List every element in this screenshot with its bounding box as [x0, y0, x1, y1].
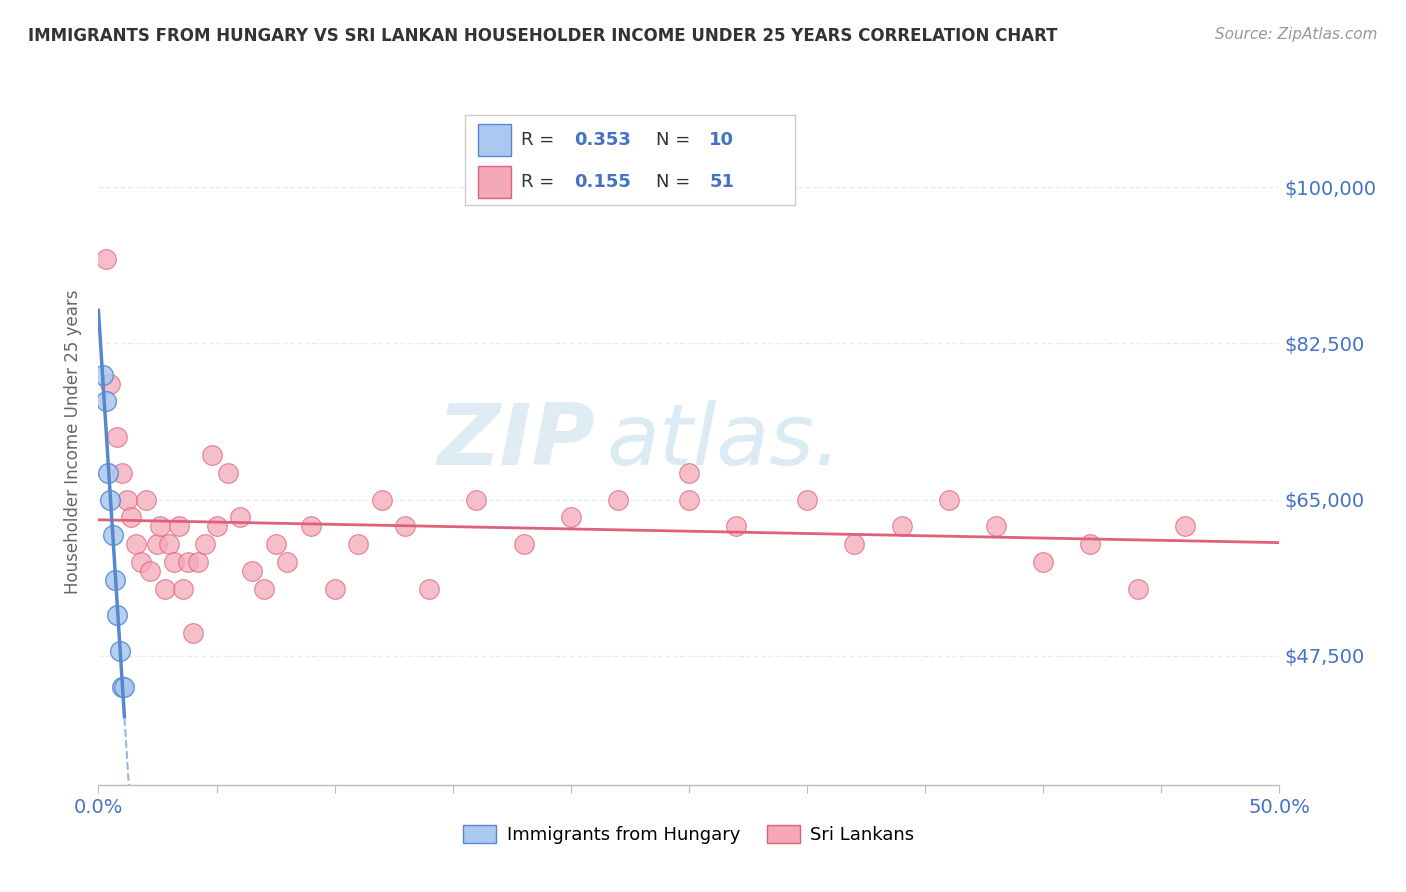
Point [153, 582, 176, 596]
Point [104, 573, 127, 587]
Text: atlas.: atlas. [606, 400, 842, 483]
Point [129, 555, 152, 569]
Point [135, 492, 157, 507]
Point [111, 680, 134, 694]
Point [149, 519, 172, 533]
Point [1080, 537, 1102, 551]
Point [187, 555, 209, 569]
Point [560, 510, 582, 524]
Point [678, 492, 700, 507]
Point [725, 519, 748, 533]
Point [98, 376, 121, 391]
Point [105, 430, 128, 444]
Point [796, 492, 818, 507]
Point [844, 537, 866, 551]
Text: Source: ZipAtlas.com: Source: ZipAtlas.com [1215, 27, 1378, 42]
Point [94, 252, 117, 266]
Text: IMMIGRANTS FROM HUNGARY VS SRI LANKAN HOUSEHOLDER INCOME UNDER 25 YEARS CORRELAT: IMMIGRANTS FROM HUNGARY VS SRI LANKAN HO… [28, 27, 1057, 45]
Point [112, 680, 135, 694]
Point [101, 528, 124, 542]
Point [177, 555, 200, 569]
Point [276, 555, 298, 569]
Point [163, 555, 186, 569]
Point [97, 466, 120, 480]
Point [512, 537, 534, 551]
Point [111, 466, 134, 480]
Point [394, 519, 416, 533]
Point [205, 519, 228, 533]
Point [938, 492, 960, 507]
Text: ZIP: ZIP [437, 400, 595, 483]
Point [984, 519, 1007, 533]
Point [890, 519, 912, 533]
Point [299, 519, 322, 533]
Y-axis label: Householder Income Under 25 years: Householder Income Under 25 years [65, 289, 83, 594]
Point [146, 537, 169, 551]
Point [181, 626, 204, 640]
Point [217, 466, 239, 480]
Point [347, 537, 370, 551]
Point [371, 492, 394, 507]
Point [125, 537, 148, 551]
Point [98, 492, 121, 507]
Point [105, 608, 128, 623]
Point [91, 368, 114, 382]
Point [465, 492, 488, 507]
Point [1032, 555, 1054, 569]
Point [418, 582, 440, 596]
Point [264, 537, 287, 551]
Point [1126, 582, 1149, 596]
Point [1174, 519, 1197, 533]
Point [323, 582, 346, 596]
Point [253, 582, 276, 596]
Point [139, 564, 162, 578]
Point [229, 510, 252, 524]
Point [121, 510, 143, 524]
Point [172, 582, 194, 596]
Point [607, 492, 630, 507]
Point [240, 564, 263, 578]
Point [108, 644, 131, 658]
Point [201, 448, 224, 462]
Point [167, 519, 190, 533]
Point [194, 537, 217, 551]
Point [678, 466, 700, 480]
Point [115, 492, 138, 507]
Legend: Immigrants from Hungary, Sri Lankans: Immigrants from Hungary, Sri Lankans [456, 818, 922, 852]
Point [94, 394, 117, 409]
Point [157, 537, 180, 551]
